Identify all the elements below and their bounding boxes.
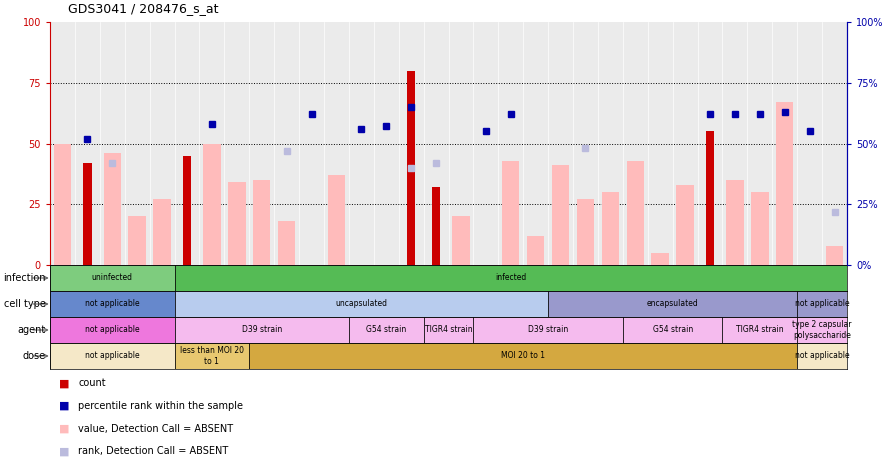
Text: infection: infection [3,273,45,283]
Text: rank, Detection Call = ABSENT: rank, Detection Call = ABSENT [78,447,228,456]
Text: not applicable: not applicable [85,326,140,335]
Bar [174,291,548,317]
Text: less than MOI 20
to 1: less than MOI 20 to 1 [180,346,244,366]
Text: D39 strain: D39 strain [528,326,568,335]
Bar [727,180,743,265]
Bar [204,144,220,265]
Text: GDS3041 / 208476_s_at: GDS3041 / 208476_s_at [67,2,219,15]
Text: not applicable: not applicable [85,352,140,361]
Bar [50,265,174,291]
Text: ■: ■ [58,401,69,411]
Bar [174,343,250,369]
Text: not applicable: not applicable [85,300,140,309]
Bar [452,217,470,265]
Text: MOI 20 to 1: MOI 20 to 1 [501,352,545,361]
Text: percentile rank within the sample: percentile rank within the sample [78,401,243,411]
Text: ■: ■ [58,378,69,388]
Bar [676,185,694,265]
Bar [651,253,669,265]
Bar [128,217,146,265]
Bar [705,131,714,265]
Text: ■: ■ [58,424,69,434]
Bar [278,221,296,265]
Bar [250,343,797,369]
Text: uninfected: uninfected [92,273,133,283]
Text: D39 strain: D39 strain [242,326,281,335]
Bar [407,71,415,265]
Bar [473,317,623,343]
Bar [797,343,847,369]
Text: G54 strain: G54 strain [652,326,693,335]
Bar [50,343,174,369]
Bar [174,317,349,343]
Bar [349,317,424,343]
Bar [797,317,847,343]
Bar [602,192,620,265]
Text: count: count [78,378,106,388]
Text: cell type: cell type [4,299,45,309]
Bar [83,163,92,265]
Bar [54,144,71,265]
Bar [548,291,797,317]
Bar [253,180,271,265]
Text: not applicable: not applicable [795,300,850,309]
Text: ■: ■ [58,447,69,456]
Bar [797,291,847,317]
Text: dose: dose [22,351,45,361]
Bar [751,192,768,265]
Bar [153,200,171,265]
Text: type 2 capsular
polysaccharide: type 2 capsular polysaccharide [792,320,852,340]
Text: infected: infected [495,273,527,283]
Bar [327,175,345,265]
Bar [182,155,191,265]
Bar [623,317,722,343]
Text: G54 strain: G54 strain [366,326,406,335]
Bar [50,317,174,343]
Bar [722,317,797,343]
Text: TIGR4 strain: TIGR4 strain [425,326,473,335]
Bar [432,187,441,265]
Text: value, Detection Call = ABSENT: value, Detection Call = ABSENT [78,424,234,434]
Text: agent: agent [18,325,45,335]
Bar [424,317,473,343]
Bar [502,161,519,265]
Bar [627,161,644,265]
Bar [174,265,847,291]
Bar [228,182,245,265]
Bar [776,102,794,265]
Text: uncapsulated: uncapsulated [335,300,388,309]
Bar [104,153,121,265]
Text: not applicable: not applicable [795,352,850,361]
Text: encapsulated: encapsulated [647,300,698,309]
Bar [826,246,843,265]
Text: TIGR4 strain: TIGR4 strain [736,326,783,335]
Bar [577,200,594,265]
Bar [527,236,544,265]
Bar [552,165,569,265]
Bar [50,291,174,317]
